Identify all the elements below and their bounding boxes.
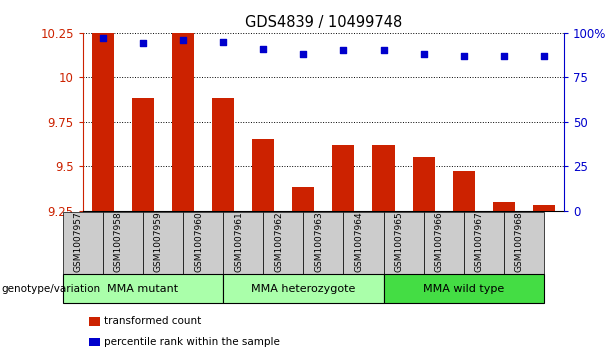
Bar	[212, 98, 234, 211]
Point	[338, 48, 348, 53]
Bar	[533, 205, 555, 211]
Text: GSM1007964: GSM1007964	[354, 212, 364, 272]
Point	[459, 53, 468, 59]
Text: GSM1007965: GSM1007965	[395, 212, 403, 272]
Bar	[92, 0, 114, 211]
Point	[178, 37, 188, 43]
Text: percentile rank within the sample: percentile rank within the sample	[104, 337, 280, 347]
Text: GSM1007967: GSM1007967	[474, 212, 484, 272]
Bar	[413, 157, 435, 211]
Point	[218, 38, 228, 44]
Bar	[292, 187, 314, 211]
Text: GSM1007959: GSM1007959	[154, 212, 163, 272]
Bar	[452, 171, 474, 211]
Text: GSM1007963: GSM1007963	[314, 212, 324, 272]
Bar	[493, 201, 515, 211]
Text: GSM1007960: GSM1007960	[194, 212, 203, 272]
Text: GSM1007961: GSM1007961	[234, 212, 243, 272]
Point	[98, 35, 108, 41]
Title: GDS4839 / 10499748: GDS4839 / 10499748	[245, 15, 402, 30]
Point	[299, 51, 308, 57]
Point	[138, 40, 148, 46]
Point	[419, 51, 428, 57]
Text: MMA wild type: MMA wild type	[423, 284, 504, 294]
Point	[379, 48, 389, 53]
Text: MMA heterozygote: MMA heterozygote	[251, 284, 356, 294]
Text: MMA mutant: MMA mutant	[107, 284, 178, 294]
Text: GSM1007958: GSM1007958	[114, 212, 123, 272]
Text: GSM1007968: GSM1007968	[515, 212, 524, 272]
Point	[499, 53, 509, 59]
Bar	[252, 139, 274, 211]
Point	[258, 46, 268, 52]
Bar	[132, 98, 154, 211]
Bar	[373, 145, 395, 211]
Text: GSM1007962: GSM1007962	[274, 212, 283, 272]
Text: genotype/variation: genotype/variation	[1, 284, 101, 294]
Text: transformed count: transformed count	[104, 316, 202, 326]
Bar	[172, 0, 194, 211]
Text: GSM1007957: GSM1007957	[74, 212, 83, 272]
Bar	[332, 145, 354, 211]
Text: GSM1007966: GSM1007966	[435, 212, 444, 272]
Point	[539, 53, 549, 59]
